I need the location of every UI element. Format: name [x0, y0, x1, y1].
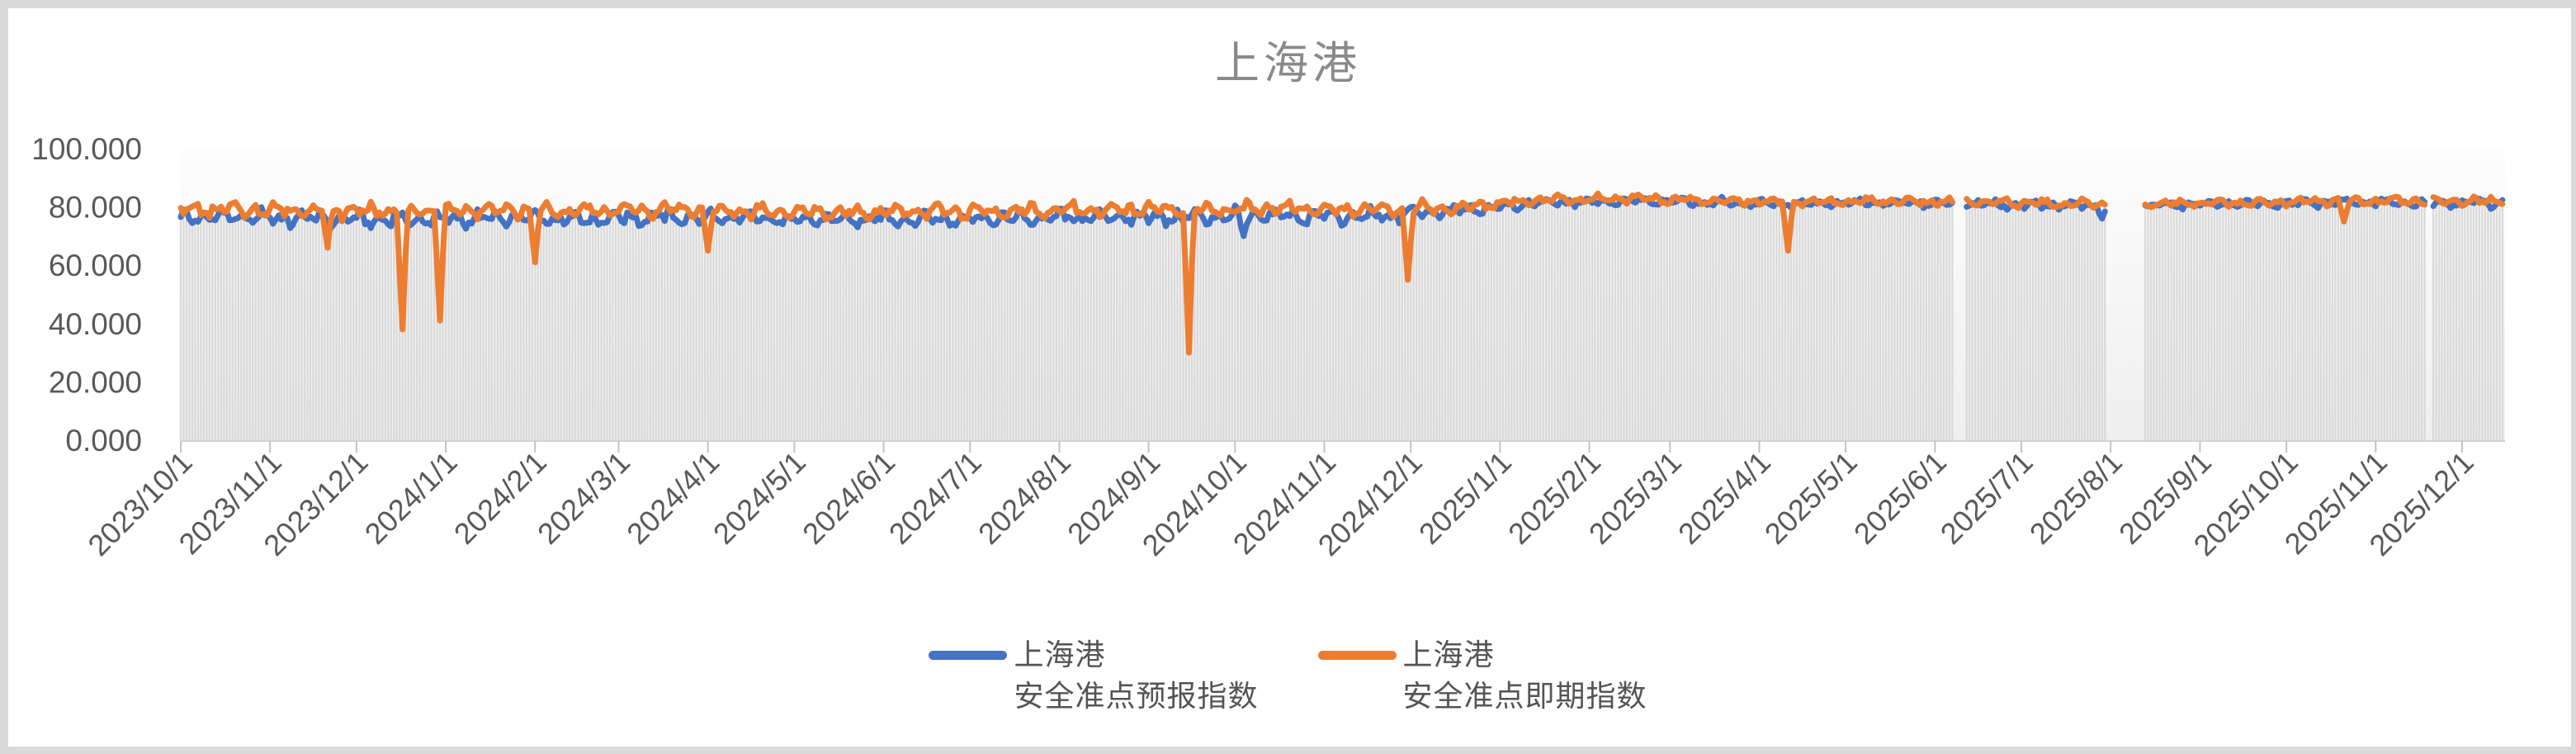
x-tick-label: 2024/2/1 — [447, 445, 553, 551]
x-tick-label: 2024/1/1 — [358, 445, 464, 551]
legend-label-forecast-line1: 上海港 — [1014, 638, 1106, 671]
series-line-spot — [177, 190, 2506, 356]
y-tick-label: 20.000 — [49, 365, 142, 399]
x-tick-label: 2025/1/1 — [1412, 445, 1518, 551]
legend-label-forecast-line2: 安全准点预报指数 — [1014, 679, 1259, 713]
x-tick-label: 2025/5/1 — [1758, 445, 1864, 551]
x-axis-ticks — [180, 441, 2463, 453]
plot-background — [181, 149, 2505, 440]
legend-label-spot: 上海港 安全准点即期指数 — [1403, 634, 1647, 717]
y-tick-label: 100.000 — [31, 132, 142, 166]
chart-title: 上海港 — [1215, 39, 1361, 88]
x-tick-label: 2024/4/1 — [620, 445, 726, 551]
daily-background-bars — [179, 200, 2504, 440]
spot-line-swatch-icon — [1317, 651, 1397, 660]
x-tick-label: 2025/6/1 — [1847, 445, 1953, 551]
x-tick-label: 2025/4/1 — [1671, 445, 1777, 551]
x-axis-labels: 2023/10/12023/11/12023/12/12024/1/12024/… — [81, 445, 2479, 562]
y-tick-label: 40.000 — [49, 307, 142, 341]
x-tick-label: 2024/5/1 — [707, 445, 812, 551]
y-tick-label: 60.000 — [49, 249, 142, 282]
legend: 上海港 安全准点预报指数 上海港 安全准点即期指数 — [0, 634, 2576, 717]
legend-label-forecast: 上海港 安全准点预报指数 — [1014, 634, 1258, 717]
x-tick-label: 2024/7/1 — [882, 445, 988, 551]
x-tick-label: 2025/7/1 — [1934, 445, 2040, 551]
forecast-line-swatch-icon — [929, 651, 1008, 660]
legend-entry-forecast: 上海港 安全准点预报指数 — [929, 634, 1258, 717]
x-tick-label: 2024/6/1 — [796, 445, 901, 551]
legend-label-spot-line1: 上海港 — [1402, 638, 1495, 671]
x-tick-label: 2024/8/1 — [971, 445, 1077, 551]
y-axis-labels: 0.000 20.000 40.000 60.000 80.000 100.000 — [31, 132, 142, 458]
x-tick-label: 2024/3/1 — [531, 445, 636, 551]
y-tick-label: 80.000 — [49, 191, 142, 225]
legend-label-spot-line2: 安全准点即期指数 — [1402, 679, 1647, 713]
series-line-forecast — [177, 193, 2506, 239]
x-tick-label: 2025/8/1 — [2023, 445, 2129, 551]
legend-entry-spot: 上海港 安全准点即期指数 — [1317, 634, 1647, 717]
y-tick-label: 0.000 — [65, 424, 142, 458]
